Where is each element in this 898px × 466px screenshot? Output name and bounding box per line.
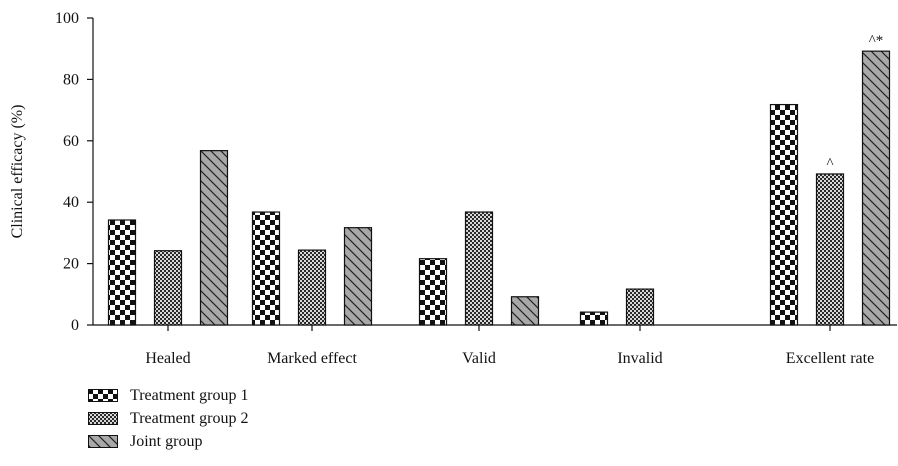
labels: 0 20 40 60 80 100 Clinical efficacy (%) Healed M… [9, 10, 883, 367]
bar-dots [153, 250, 183, 326]
y-tick-label: 0 [71, 317, 79, 334]
legend-swatch-diagonal [88, 435, 118, 448]
legend-label: Treatment group 2 [130, 409, 249, 427]
legend-swatch-dots [88, 412, 118, 425]
bar-diagonal [343, 227, 373, 326]
bar-annotation: ^ [826, 156, 833, 172]
y-tick-label: 20 [63, 256, 79, 273]
bar-dots [464, 211, 494, 326]
y-tick-label: 60 [63, 133, 79, 150]
y-tick-label: 40 [63, 194, 79, 211]
bar-chart: 0 20 40 60 80 100 Clinical efficacy (%) Healed M… [9, 10, 897, 367]
bar-dots [815, 173, 845, 326]
legend-label: Treatment group 1 [130, 386, 249, 404]
x-tick-label: Healed [145, 350, 190, 367]
bar-checker [418, 258, 448, 326]
legend-item-joint-group: Joint group [88, 430, 249, 453]
bar-diagonal [199, 150, 229, 326]
x-tick-label: Valid [462, 350, 496, 367]
bar-checker [107, 219, 137, 326]
legend: Treatment group 1 Treatment group 2 Join… [88, 384, 249, 453]
bar-annotation: ^* [869, 33, 884, 49]
x-tick-label: Marked effect [267, 350, 357, 367]
x-tick-label: Invalid [617, 350, 662, 367]
bar-dots [625, 288, 655, 326]
bar-diagonal [861, 50, 891, 326]
legend-swatch-checker [88, 389, 118, 402]
bars [107, 50, 891, 326]
bar-dots [297, 249, 327, 326]
legend-label: Joint group [130, 432, 203, 450]
y-axis-label: Clinical efficacy (%) [9, 105, 26, 239]
bar-checker [579, 311, 609, 326]
legend-item-treatment-group-1: Treatment group 1 [88, 384, 249, 407]
legend-item-treatment-group-2: Treatment group 2 [88, 407, 249, 430]
bar-checker [251, 211, 281, 326]
bar-checker [769, 103, 799, 326]
y-tick-label: 80 [63, 71, 79, 88]
bar-diagonal [510, 296, 540, 326]
y-tick-label: 100 [55, 10, 79, 27]
x-tick-label: Excellent rate [786, 350, 874, 367]
